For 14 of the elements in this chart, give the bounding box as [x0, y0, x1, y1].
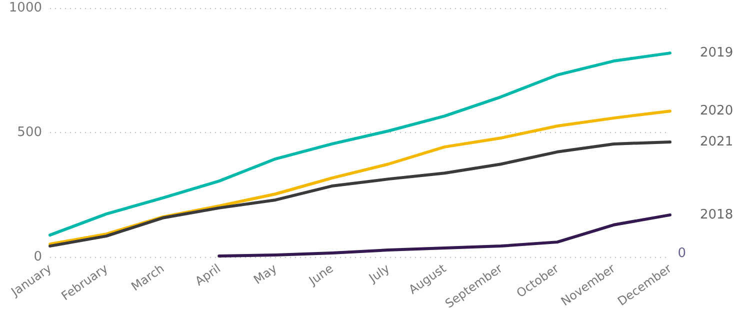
line-series — [218, 213, 672, 258]
y-tick-label: 0 — [34, 250, 42, 264]
text: 2021 — [700, 134, 734, 150]
line-series — [48, 110, 672, 246]
line-series — [48, 52, 672, 237]
x-tick-label: July — [366, 261, 392, 286]
text: 0 — [678, 246, 686, 261]
text: 2018 — [700, 207, 734, 222]
line-series — [48, 140, 672, 248]
y-tick-label: 1000 — [8, 0, 42, 16]
x-tick-label: May — [251, 261, 280, 287]
y-tick-label: 500 — [17, 125, 42, 140]
text: 2020 — [700, 104, 734, 119]
text: 2019 — [700, 46, 734, 61]
